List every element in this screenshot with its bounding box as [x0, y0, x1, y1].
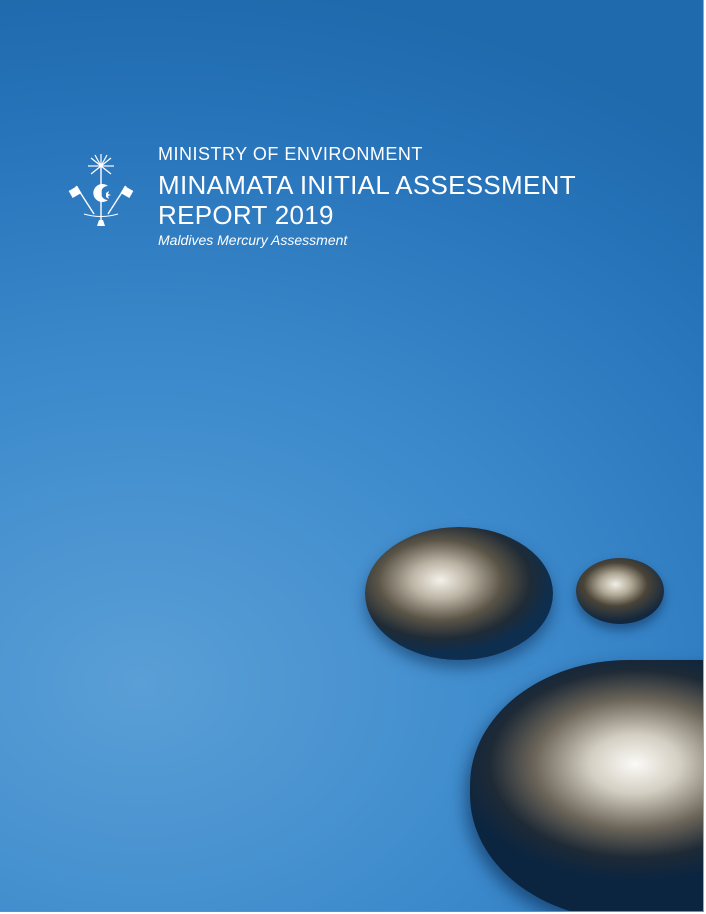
- mercury-droplet-large: [470, 660, 703, 911]
- maldives-emblem-icon: [68, 154, 134, 226]
- mercury-droplet-small: [576, 558, 664, 624]
- ministry-name: MINISTRY OF ENVIRONMENT: [158, 144, 423, 164]
- title-line-1: MINAMATA INITIAL ASSESSMENT: [158, 170, 576, 200]
- mercury-droplet-medium: [365, 527, 553, 660]
- report-subtitle: Maldives Mercury Assessment: [158, 232, 348, 248]
- report-title: MINAMATA INITIAL ASSESSMENT REPORT 2019: [158, 170, 576, 230]
- title-line-2: REPORT 2019: [158, 200, 334, 230]
